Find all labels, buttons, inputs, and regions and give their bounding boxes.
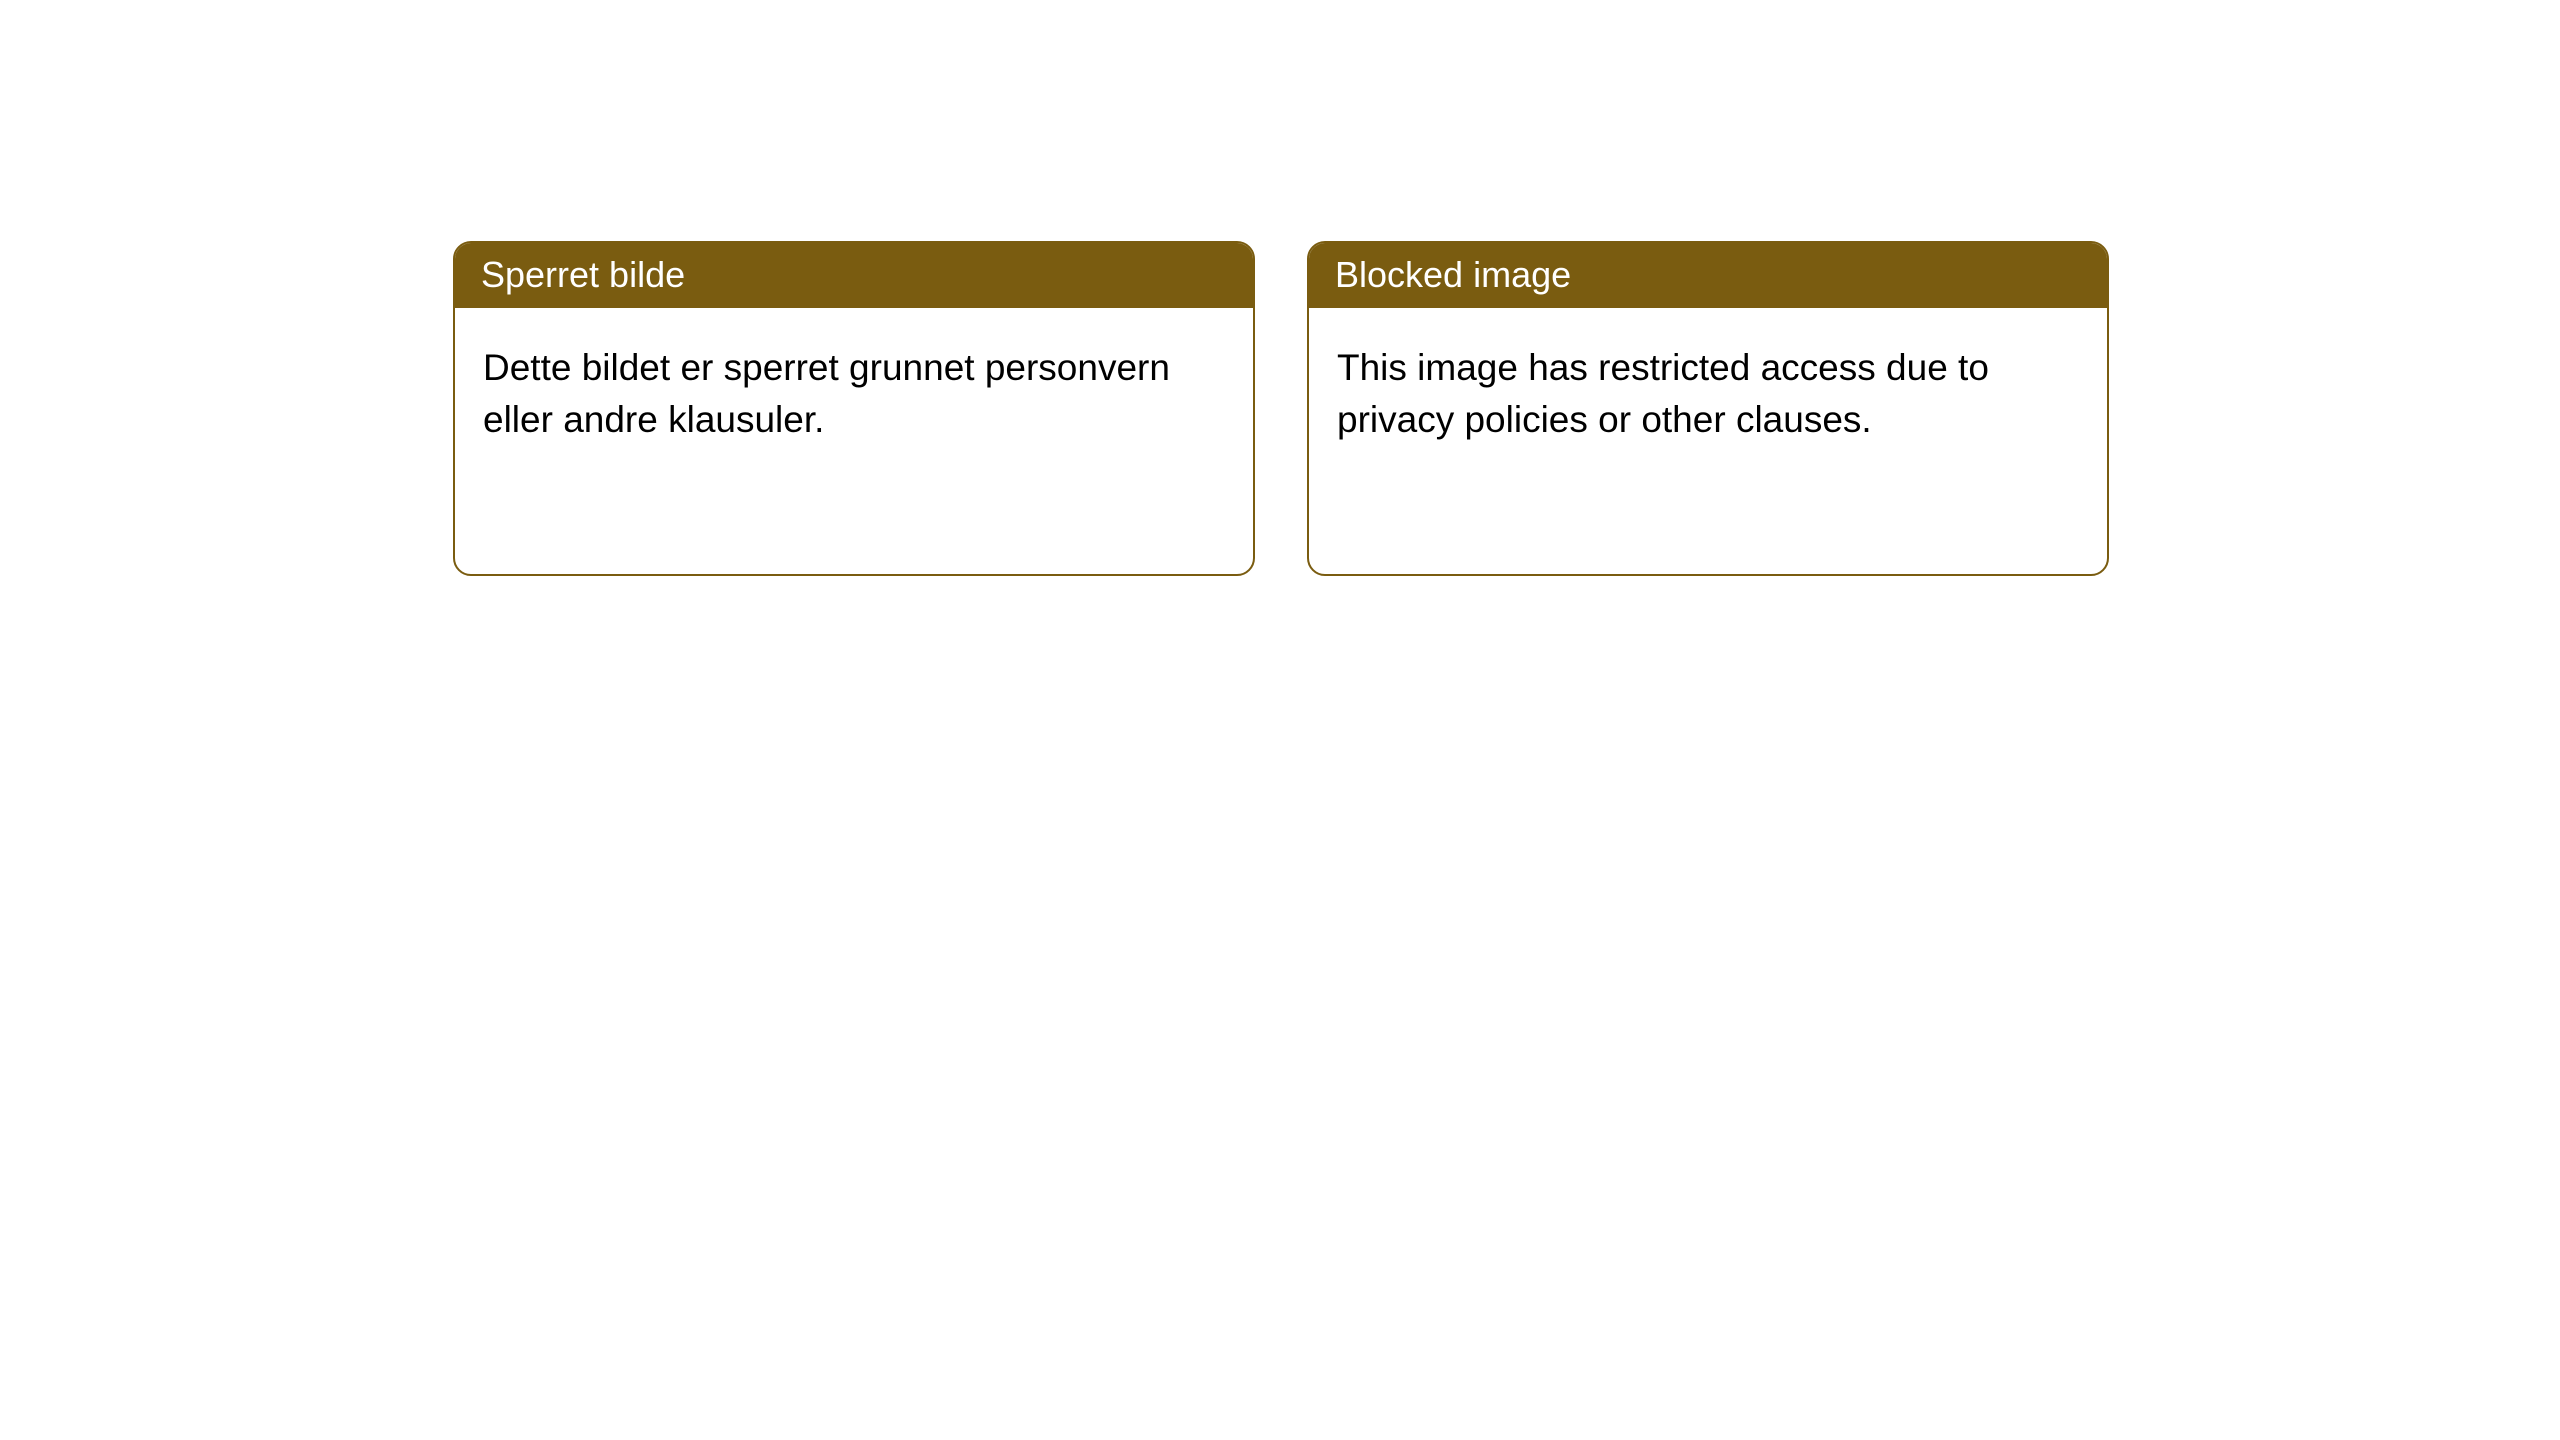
notice-body-text: Dette bildet er sperret grunnet personve… xyxy=(483,347,1170,440)
notice-card-norwegian: Sperret bilde Dette bildet er sperret gr… xyxy=(453,241,1255,576)
notice-container: Sperret bilde Dette bildet er sperret gr… xyxy=(0,0,2560,576)
notice-body: This image has restricted access due to … xyxy=(1309,308,2107,480)
notice-header: Blocked image xyxy=(1309,243,2107,308)
notice-title: Sperret bilde xyxy=(481,254,685,295)
notice-card-english: Blocked image This image has restricted … xyxy=(1307,241,2109,576)
notice-title: Blocked image xyxy=(1335,254,1571,295)
notice-header: Sperret bilde xyxy=(455,243,1253,308)
notice-body-text: This image has restricted access due to … xyxy=(1337,347,1989,440)
notice-body: Dette bildet er sperret grunnet personve… xyxy=(455,308,1253,480)
